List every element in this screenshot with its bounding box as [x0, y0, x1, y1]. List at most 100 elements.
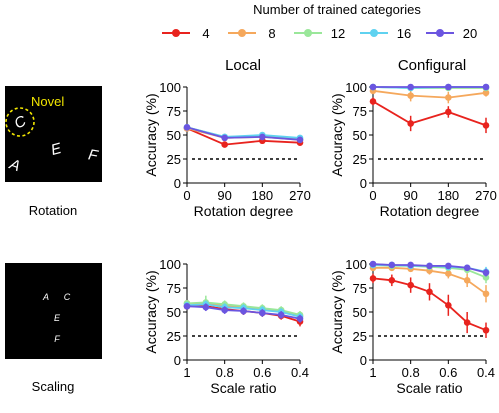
novel-label: Novel	[31, 94, 64, 109]
legend-entries: 4 8 12 16 20	[162, 26, 477, 41]
data-point	[407, 261, 414, 269]
series-20	[369, 83, 490, 91]
chart-scaling-local: 0 25 50 75 100 1 0.8 0.6 0.4 Scale ratio Accuracy …	[143, 257, 309, 396]
data-point	[202, 303, 210, 311]
x-tick-label: 180	[251, 188, 273, 203]
scaling-example-image: A C E F	[5, 263, 102, 359]
series-line	[186, 126, 301, 141]
y-tick-label: 25	[353, 152, 367, 167]
data-point	[369, 98, 377, 105]
x-axis-label: Scale ratio	[210, 380, 276, 396]
x-tick-label: 0.8	[216, 365, 234, 380]
data-point	[445, 301, 452, 309]
y-tick-label: 100	[345, 80, 367, 95]
x-tick-label: 0.6	[439, 365, 457, 380]
y-tick-label: 50	[167, 128, 181, 143]
legend-label: 12	[331, 26, 345, 41]
data-point	[463, 264, 471, 272]
y-tick-label: 100	[159, 80, 181, 95]
series-4	[369, 273, 490, 338]
y-tick-label: 100	[345, 257, 367, 272]
x-tick-label: 0.8	[402, 365, 420, 380]
data-point	[369, 275, 377, 282]
y-tick-label: 50	[353, 305, 367, 320]
legend-swatch-marker	[436, 29, 444, 37]
data-point	[463, 319, 471, 326]
y-tick-label: 75	[167, 281, 181, 296]
rotation-example-image: Novel C A E F	[5, 86, 102, 182]
legend-entry-8: 8	[228, 26, 276, 41]
rotation-label: Rotation	[29, 203, 77, 218]
y-tick-label: 75	[353, 281, 367, 296]
legend-entry-12: 12	[294, 26, 345, 41]
series-line	[372, 89, 487, 99]
series-20	[183, 302, 304, 323]
x-tick-label: 0	[369, 188, 376, 203]
data-point	[482, 274, 490, 281]
data-point	[482, 89, 490, 97]
x-tick-label: 1	[369, 365, 376, 380]
data-point	[482, 83, 490, 91]
legend-title: Number of trained categories	[253, 2, 421, 17]
legend-entry-16: 16	[360, 26, 411, 41]
data-point	[407, 83, 414, 91]
data-point	[388, 277, 396, 284]
data-point	[240, 307, 247, 315]
x-tick-label: 0.4	[477, 365, 495, 380]
y-tick-label: 0	[360, 176, 367, 191]
y-axis-label: Accuracy (%)	[143, 270, 159, 353]
x-tick-label: 0	[183, 188, 190, 203]
data-point	[407, 92, 414, 99]
x-tick-label: 180	[437, 188, 459, 203]
data-point	[445, 83, 452, 91]
y-tick-label: 50	[167, 305, 181, 320]
legend-entry-20: 20	[426, 26, 477, 41]
novel-highlight-circle	[5, 107, 35, 137]
y-tick-label: 0	[174, 353, 181, 368]
y-tick-label: 25	[353, 329, 367, 344]
data-point	[445, 94, 452, 101]
series-20	[369, 260, 490, 277]
y-tick-label: 0	[174, 176, 181, 191]
data-point	[296, 315, 304, 323]
data-point	[259, 133, 266, 141]
series-8	[369, 87, 490, 104]
data-point	[369, 260, 377, 268]
y-tick-label: 75	[167, 104, 181, 119]
y-axis-label: Accuracy (%)	[143, 93, 159, 176]
chart-scaling-configural: 0 25 50 75 100 1 0.8 0.6 0.4 Scale ratio Accuracy …	[329, 257, 495, 396]
legend-label: 8	[268, 26, 275, 41]
legend: Number of trained categories 4 8 12 16 20	[162, 2, 477, 41]
example-letter: F	[87, 146, 100, 164]
series-20	[183, 124, 304, 144]
series-line	[186, 127, 301, 146]
y-tick-label: 100	[159, 257, 181, 272]
legend-label: 20	[463, 26, 477, 41]
data-point	[426, 288, 433, 296]
data-point	[369, 83, 377, 91]
x-tick-label: 1	[183, 365, 190, 380]
series-line	[372, 100, 487, 127]
y-axis-label: Accuracy (%)	[329, 270, 345, 353]
legend-swatch-marker	[370, 29, 378, 37]
x-axis-label: Scale ratio	[396, 380, 462, 396]
y-tick-label: 50	[353, 128, 367, 143]
y-tick-label: 25	[167, 329, 181, 344]
x-tick-label: 0.6	[253, 365, 271, 380]
example-letter: C	[64, 292, 71, 302]
data-point	[407, 281, 414, 289]
legend-label: 4	[202, 26, 209, 41]
data-point	[482, 122, 490, 129]
x-tick-label: 270	[475, 188, 497, 203]
x-tick-label: 0.4	[291, 365, 309, 380]
y-tick-label: 75	[353, 104, 367, 119]
y-tick-label: 0	[360, 353, 367, 368]
legend-label: 16	[397, 26, 411, 41]
data-point	[445, 262, 452, 270]
data-point	[482, 269, 490, 276]
data-point	[388, 261, 396, 269]
data-point	[221, 134, 228, 142]
data-point	[221, 141, 228, 148]
